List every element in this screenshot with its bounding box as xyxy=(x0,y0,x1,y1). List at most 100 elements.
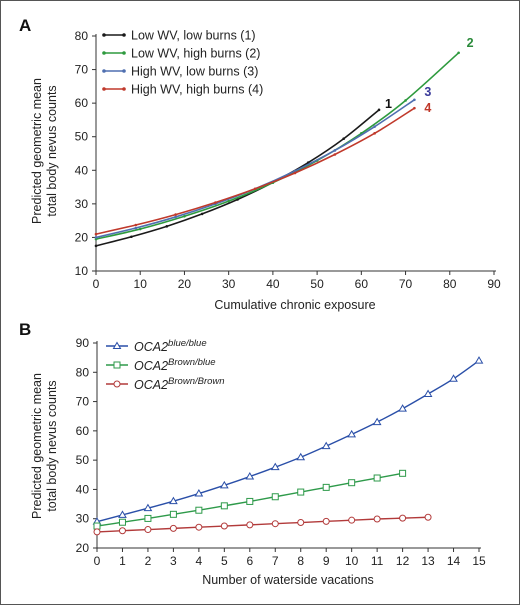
panel-a-y-axis-title-line: total body nevus counts xyxy=(45,85,59,216)
panel-b-y-tick-label: 70 xyxy=(76,395,90,409)
panel-b-legend-marker-3 xyxy=(113,380,121,388)
panel-b-y-axis-title-line: total body nevus counts xyxy=(45,380,59,511)
panel-b-series-3-point xyxy=(322,517,330,525)
panel-a-legend-label-3: High WV, low burns (3) xyxy=(131,65,258,79)
panel-b-series-2-point xyxy=(118,518,126,526)
panel-a-label: A xyxy=(19,16,31,35)
panel-b-series-2-point xyxy=(144,514,152,522)
panel-b-series-3-point xyxy=(399,514,407,522)
panel-a-x-tick-label: 40 xyxy=(266,277,280,291)
panel-b-series-3-point xyxy=(144,526,152,534)
panel-b-series-1-point xyxy=(296,452,306,461)
panel-a-series-2-end-label: 2 xyxy=(467,36,474,50)
panel-b-x-tick-label: 4 xyxy=(196,554,203,568)
panel-b-x-tick-label: 10 xyxy=(345,554,359,568)
panel-b-y-tick-label: 20 xyxy=(76,541,90,555)
panel-a-series-1-point xyxy=(165,225,169,228)
panel-b-series-3-point xyxy=(271,520,279,528)
panel-b-y-tick-label: 90 xyxy=(76,336,90,350)
panel-b-y-tick-label: 40 xyxy=(76,482,90,496)
panel-a-legend-marker-1 xyxy=(122,33,126,37)
panel-b-series-2-point xyxy=(348,479,356,487)
panel-b-y-tick-label: 30 xyxy=(76,512,90,526)
panel-a-series-1-end-label: 1 xyxy=(385,97,392,111)
panel-a-series-1-point xyxy=(200,212,204,216)
panel-a-series-3-point xyxy=(373,125,376,128)
panel-b-x-tick-label: 3 xyxy=(170,554,177,568)
panel-a-series-4-point xyxy=(373,132,376,135)
panel-a-y-tick-label: 30 xyxy=(75,197,89,211)
panel-a-series-1-point xyxy=(306,161,310,164)
panel-b-series-3-point xyxy=(348,516,356,524)
panel-a-series-4-point xyxy=(174,213,177,216)
panel-a-legend-marker-1 xyxy=(102,33,106,37)
panel-b-y-axis-title-line: Predicted geometric mean xyxy=(30,373,44,519)
panel-b-series-1-point xyxy=(398,404,407,412)
panel-a-series-4-line xyxy=(95,107,415,235)
panel-b-x-tick-label: 1 xyxy=(119,554,126,568)
panel-b-series-1-point xyxy=(219,480,229,489)
panel-a-legend-label-2: Low WV, high burns (2) xyxy=(131,47,260,61)
panel-b-series-1-point xyxy=(194,489,204,497)
panel-b-legend-genotype-3: Brown/Brown xyxy=(168,376,225,387)
panel-a-series-1-point xyxy=(130,235,133,239)
panel-a-series-3-point xyxy=(134,226,138,230)
panel-a-x-tick-label: 60 xyxy=(355,277,369,291)
panel-b-series-1-point xyxy=(449,374,458,382)
panel-a-series-2-point xyxy=(404,99,407,102)
panel-b-series-2-point xyxy=(246,497,254,505)
panel-a-series-2-point xyxy=(138,227,142,231)
panel-a-legend-marker-3 xyxy=(102,69,106,73)
panel-b-x-tick-label: 15 xyxy=(472,554,486,568)
panel-a-series-4-point xyxy=(253,187,257,191)
panel-b-x-tick-label: 14 xyxy=(447,554,461,568)
panel-b-series-3-point xyxy=(195,523,203,531)
panel-a-y-tick-label: 10 xyxy=(75,264,89,278)
panel-a-y-tick-label: 20 xyxy=(75,230,89,244)
panel-a-y-tick-label: 80 xyxy=(75,29,89,43)
panel-b-series-1-point xyxy=(118,510,127,518)
panel-b-x-tick-label: 6 xyxy=(246,554,253,568)
panel-b-x-tick-label: 7 xyxy=(272,554,279,568)
panel-a-series-3-point xyxy=(333,149,337,152)
panel-b-y-tick-label: 60 xyxy=(76,424,90,438)
panel-b-series-1-point xyxy=(423,389,433,397)
panel-a-x-tick-label: 10 xyxy=(134,277,148,291)
panel-b-series-2-point xyxy=(297,488,305,496)
panel-b-legend-label-3: OCA2Brown/Brown xyxy=(134,376,225,392)
panel-a-legend-marker-3 xyxy=(122,69,126,73)
panel-a-series-2-point xyxy=(457,51,460,55)
panel-b-series-3-point xyxy=(297,519,305,527)
panel-a-y-axis-title-line: Predicted geometric mean xyxy=(30,78,44,224)
panel-a-legend-marker-4 xyxy=(102,87,106,91)
panel-b-series-2-point xyxy=(373,474,381,482)
panel-a-x-tick-label: 30 xyxy=(222,277,236,291)
panel-b-y-tick-label: 80 xyxy=(76,365,90,379)
panel-a-series-4-end-label: 4 xyxy=(424,101,431,115)
panel-a-legend-marker-2 xyxy=(102,51,106,55)
panel-b-x-axis-title: Number of waterside vacations xyxy=(202,573,374,587)
panel-b-legend-gene-2: OCA2 xyxy=(134,359,168,373)
panel-a-series-4-point xyxy=(214,201,217,204)
panel-a-x-tick-label: 70 xyxy=(399,277,413,291)
panel-b-x-tick-label: 13 xyxy=(421,554,435,568)
panel-b-legend-genotype-1: blue/blue xyxy=(168,338,207,349)
panel-b-x-tick-label: 8 xyxy=(297,554,304,568)
panel-b-series-2-point xyxy=(271,493,279,501)
panel-a-y-tick-label: 50 xyxy=(75,130,89,144)
panel-a-series-3-point xyxy=(94,236,98,239)
panel-b-series-1-point xyxy=(321,441,331,450)
panel-a-series-3-end-label: 3 xyxy=(424,85,431,99)
panel-b-series-1-point xyxy=(474,356,484,364)
panel-a-series-4-point xyxy=(134,223,138,227)
panel-a-legend-marker-4 xyxy=(122,87,126,91)
panel-a-series-2-line xyxy=(95,52,460,240)
panel-b-series-3-point xyxy=(246,521,254,529)
panel-a-x-tick-label: 50 xyxy=(310,277,324,291)
panel-a-series-1-point xyxy=(94,244,98,248)
panel-a-series-4-point xyxy=(413,106,416,110)
panel-b-y-axis-title: Predicted geometric meantotal body nevus… xyxy=(30,373,59,519)
panel-b-series-2-point xyxy=(399,469,407,477)
